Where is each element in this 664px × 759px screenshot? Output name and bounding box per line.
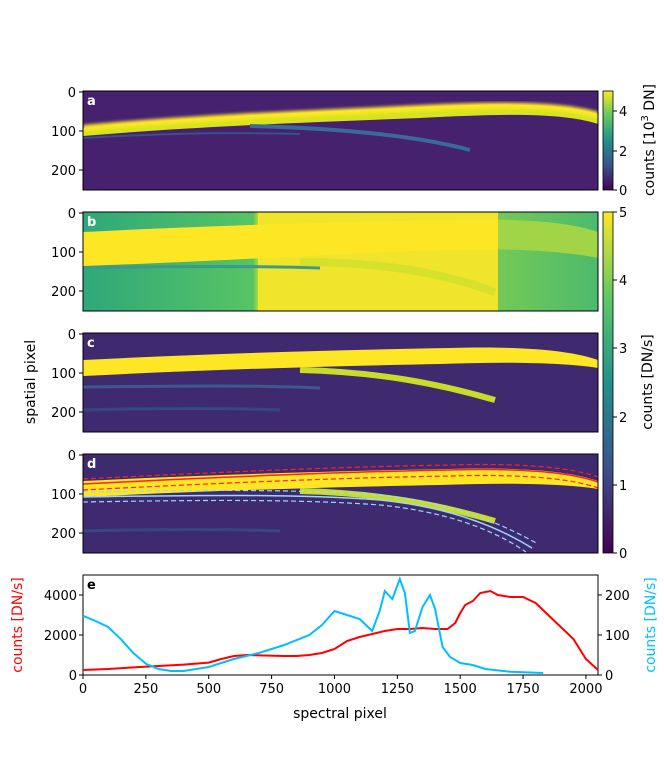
panel-e-ylabel-right: counts [DN/s]: [643, 577, 659, 672]
panel-e-frame: [82, 574, 599, 676]
colorbar-a-tick: 2: [619, 145, 627, 160]
panel-b: b 0 100 200: [51, 207, 599, 312]
colorbar-a-tick: 4: [619, 105, 627, 120]
panel-a: a 0 100 200: [51, 86, 599, 191]
fit-line-lower-dash-2: [83, 499, 527, 553]
panel-e: e 0 250 500 750 1000 1250 1500 1750 2000 0200040…: [10, 574, 659, 722]
fit-line-lower: [83, 494, 533, 549]
y-left-tick-label: 4000: [44, 589, 77, 604]
fit-line-upper: [83, 468, 598, 485]
panel-e-xticks: 0 250 500 750 1000 1250 1500 1750 2000: [79, 675, 602, 697]
colorbar-a-label: counts [103 DN]: [640, 84, 658, 196]
panel-a-yticks: 0 100 200: [51, 86, 83, 179]
colorbar-b-tick: 4: [619, 274, 627, 289]
colorbar-b-tick: 5: [619, 206, 627, 221]
x-tick-label: 750: [259, 682, 284, 697]
colorbar-b-tick: 0: [619, 547, 627, 562]
panel-c-image: [83, 333, 598, 432]
colorbar-b-tick: 1: [619, 479, 627, 494]
panel-e-ylabel-left: counts [DN/s]: [10, 577, 26, 672]
x-tick-label: 0: [79, 682, 87, 697]
panel-c: c 0 100 200: [51, 328, 599, 433]
panel-d: d 0 100 200: [51, 449, 599, 554]
colorbar-b-label: counts [DN/s]: [640, 334, 656, 429]
panel-b-ytick: 200: [51, 285, 76, 300]
panel-d-image: [83, 454, 598, 553]
panel-a-ytick: 0: [68, 86, 76, 101]
y-right-tick-label: 100: [605, 629, 630, 644]
y-left-tick-label: 2000: [44, 629, 77, 644]
fit-line-upper-dash-1: [83, 463, 598, 480]
panel-c-letter: c: [87, 336, 95, 351]
fit-line-lower-dash-1: [83, 489, 539, 545]
panel-b-letter: b: [87, 215, 96, 230]
panel-e-xlabel: spectral pixel: [293, 706, 387, 722]
panel-d-yticks: 0 100 200: [51, 449, 83, 542]
panel-e-yticks-left: 0 2000 4000: [44, 589, 83, 684]
colorbar-b-tick: 3: [619, 342, 627, 357]
panel-d-letter: d: [87, 457, 96, 472]
x-tick-label: 250: [133, 682, 158, 697]
panel-c-yticks: 0 100 200: [51, 328, 83, 421]
panel-b-ytick: 100: [51, 246, 76, 261]
panel-d-ytick: 200: [51, 527, 76, 542]
x-tick-label: 1500: [444, 682, 477, 697]
series-line-left: [82, 589, 599, 671]
colorbar-a: 0 2 4 counts [103 DN]: [602, 84, 658, 199]
y-right-tick-label: 0: [605, 669, 613, 684]
panel-e-series: [82, 576, 599, 674]
colorbar-b: 0 1 2 3 4 5 counts [DN/s]: [602, 206, 656, 562]
x-tick-label: 1250: [381, 682, 414, 697]
images-ylabel: spatial pixel: [23, 340, 39, 424]
panel-d-ytick: 0: [68, 449, 76, 464]
x-tick-label: 1000: [318, 682, 351, 697]
colorbar-b-tick: 2: [619, 411, 627, 426]
panel-c-ytick: 100: [51, 367, 76, 382]
x-tick-label: 2000: [569, 682, 602, 697]
panel-e-yticks-right: 0 100 200: [598, 589, 630, 684]
panel-a-ytick: 100: [51, 125, 76, 140]
panel-a-ytick: 200: [51, 164, 76, 179]
y-left-tick-label: 0: [69, 669, 77, 684]
colorbar-a-tick: 0: [619, 184, 627, 199]
panel-b-ytick: 0: [68, 207, 76, 222]
panel-b-yticks: 0 100 200: [51, 207, 83, 300]
panel-c-ytick: 0: [68, 328, 76, 343]
fit-line-upper-dash-2: [83, 474, 598, 491]
series-line-right: [82, 576, 544, 674]
y-right-tick-label: 200: [605, 589, 630, 604]
x-tick-label: 500: [196, 682, 221, 697]
panel-d-ytick: 100: [51, 488, 76, 503]
panel-a-letter: a: [87, 94, 96, 109]
panel-e-letter: e: [87, 578, 96, 593]
x-tick-label: 1750: [507, 682, 540, 697]
panel-c-ytick: 200: [51, 406, 76, 421]
